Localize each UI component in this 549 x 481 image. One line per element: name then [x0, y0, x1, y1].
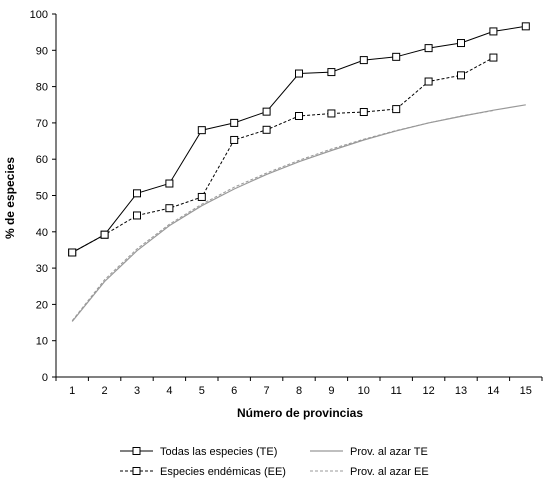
x-axis-title: Número de provincias — [237, 406, 363, 420]
x-tick-label: 9 — [328, 385, 334, 397]
x-tick-label: 1 — [69, 385, 75, 397]
legend-label-4: Prov. al azar EE — [350, 466, 429, 478]
series-line-2 — [71, 57, 494, 253]
y-tick-label: 100 — [30, 9, 48, 21]
data-point-series-2 — [424, 77, 433, 86]
x-tick-label: 11 — [390, 385, 401, 397]
legend-label-1: Todas las especies (TE) — [160, 446, 277, 458]
data-point-series-1 — [100, 230, 109, 239]
data-point-series-1 — [295, 69, 303, 78]
x-tick-label: 5 — [199, 385, 205, 397]
y-tick-label: 30 — [36, 263, 48, 275]
data-point-series-2 — [295, 112, 303, 121]
legend-marker-2 — [132, 467, 141, 475]
x-tick-label: 4 — [166, 385, 172, 397]
x-tick-label: 7 — [264, 385, 270, 397]
data-point-series-1 — [392, 52, 401, 61]
data-point-series-2 — [327, 109, 336, 118]
data-point-series-1 — [327, 68, 336, 77]
y-tick-label: 40 — [36, 227, 48, 239]
x-tick-label: 13 — [455, 385, 467, 397]
y-tick-label: 60 — [36, 154, 48, 166]
x-tick-label: 12 — [422, 385, 434, 397]
legend-label-2: Especies endémicas (EE) — [160, 466, 286, 478]
data-point-series-1 — [133, 189, 141, 198]
x-tick-label: 6 — [231, 385, 237, 397]
x-tick-label: 14 — [487, 385, 499, 397]
series-line-3 — [71, 104, 526, 322]
y-tick-label: 50 — [36, 191, 48, 203]
data-point-series-1 — [359, 56, 368, 65]
data-point-series-1 — [424, 44, 433, 53]
data-point-series-1 — [521, 22, 530, 31]
data-point-series-2 — [262, 125, 271, 134]
data-point-series-2 — [165, 204, 174, 213]
data-point-series-1 — [262, 107, 271, 116]
x-tick-label: 8 — [296, 385, 302, 397]
x-tick-label: 3 — [134, 385, 140, 397]
y-tick-label: 80 — [36, 82, 48, 94]
y-axis-title: % de especies — [3, 157, 17, 239]
x-tick-label: 2 — [102, 385, 108, 397]
data-point-series-1 — [165, 179, 174, 188]
y-tick-label: 10 — [36, 336, 48, 348]
legend: Todas las especies (TE) Especies endémica… — [120, 446, 429, 478]
series-line-4 — [71, 110, 494, 322]
data-point-series-2 — [359, 108, 368, 117]
data-point-series-2 — [230, 135, 239, 144]
data-point-series-2 — [197, 192, 206, 201]
y-tick-label: 20 — [36, 299, 48, 311]
data-point-series-1 — [197, 126, 206, 135]
data-point-series-2 — [392, 105, 401, 114]
x-tick-label: 10 — [358, 385, 370, 397]
data-point-series-1 — [230, 118, 239, 127]
legend-marker-1 — [132, 447, 141, 455]
y-tick-label: 70 — [36, 118, 48, 130]
x-tick-label: 15 — [520, 385, 532, 397]
legend-label-3: Prov. al azar TE — [350, 446, 428, 458]
data-point-series-1 — [489, 27, 498, 36]
data-point-series-2 — [489, 53, 498, 62]
data-point-series-1 — [457, 39, 465, 48]
series-markers — [68, 22, 530, 257]
data-point-series-2 — [457, 71, 465, 80]
data-point-series-1 — [68, 248, 77, 257]
y-tick-label: 90 — [36, 45, 48, 57]
y-tick-label: 0 — [42, 372, 48, 384]
data-point-series-2 — [133, 211, 141, 220]
